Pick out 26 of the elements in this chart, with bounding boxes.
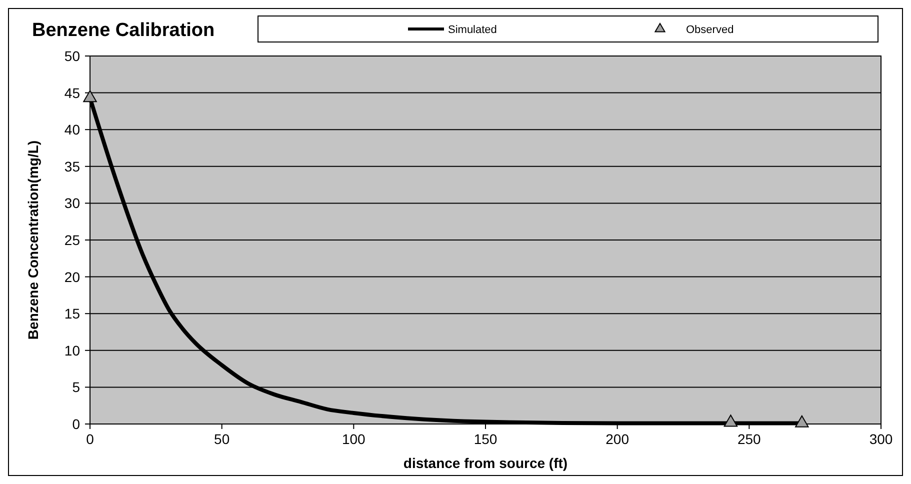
y-tick-label: 35 — [64, 158, 80, 174]
y-tick-label: 0 — [72, 416, 80, 432]
point — [724, 414, 738, 427]
x-tick-label: 0 — [86, 431, 94, 447]
legend-label: Simulated — [448, 24, 497, 36]
y-tick-label: 10 — [64, 342, 80, 358]
legend-label: Observed — [686, 24, 734, 36]
y-axis-title: Benzene Concentration(mg/L) — [25, 140, 41, 340]
y-tick-label: 40 — [64, 122, 80, 138]
point — [83, 90, 97, 102]
y-tick-label: 25 — [64, 232, 80, 248]
chart-title: Benzene Calibration — [32, 20, 215, 41]
y-tick-label: 30 — [64, 195, 80, 212]
x-tick-label: 100 — [342, 431, 366, 447]
x-tick-label: 50 — [214, 431, 230, 447]
x-tick-label: 200 — [606, 431, 630, 447]
x-tick-label: 300 — [869, 431, 893, 447]
x-tick-label: 250 — [737, 431, 762, 447]
y-tick-label: 15 — [64, 306, 80, 322]
y-tick-label: 45 — [64, 84, 80, 101]
point — [795, 415, 809, 428]
y-tick-label: 50 — [64, 48, 80, 64]
y-tick-label: 5 — [72, 379, 80, 396]
y-tick-label: 20 — [64, 268, 80, 285]
x-tick-label: 150 — [474, 431, 498, 447]
x-axis-title: distance from source (ft) — [403, 455, 568, 471]
